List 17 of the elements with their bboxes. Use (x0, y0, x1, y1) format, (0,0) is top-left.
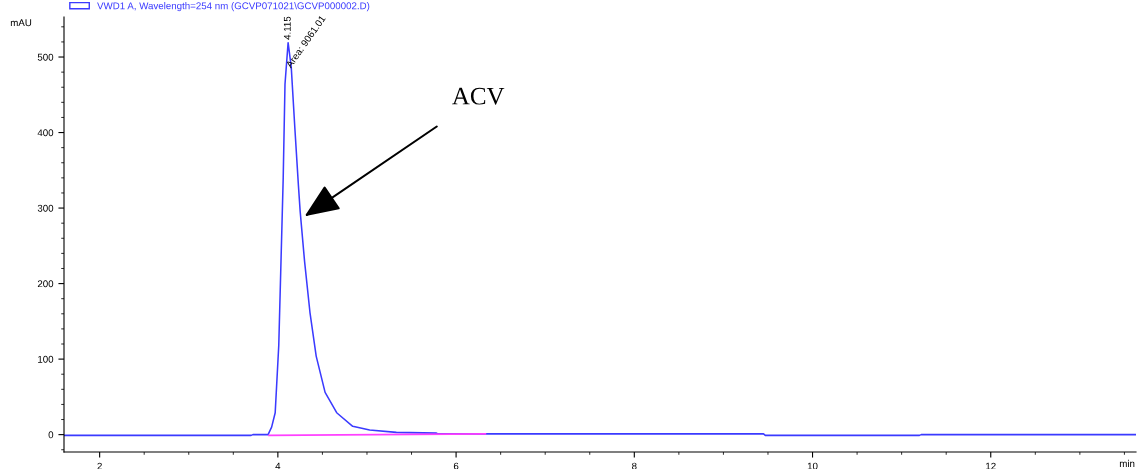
y-axis-title: mAU (10, 19, 32, 27)
legend-label: VWD1 A, Wavelength=254 nm (GCVP071021\GCVP000002.D) (97, 2, 370, 12)
x-tick-label: 12 (986, 462, 996, 469)
annotation: 4.115 (283, 16, 291, 40)
x-tick-label: 10 (807, 462, 818, 469)
y-tick-label: 100 (38, 355, 54, 363)
y-tick-label: 500 (37, 53, 54, 61)
y-tick-label: 0 (48, 431, 54, 439)
x-axis-title: min (1119, 459, 1135, 467)
annotation: ACV (452, 87, 505, 105)
x-tick-label: 4 (275, 462, 281, 469)
y-tick-label: 300 (37, 204, 54, 212)
x-tick-label: 8 (632, 462, 637, 469)
x-tick-label: 6 (453, 462, 459, 469)
x-tick-label: 2 (97, 462, 102, 469)
y-tick-label: 400 (37, 129, 54, 137)
y-tick-label: 200 (37, 280, 54, 288)
